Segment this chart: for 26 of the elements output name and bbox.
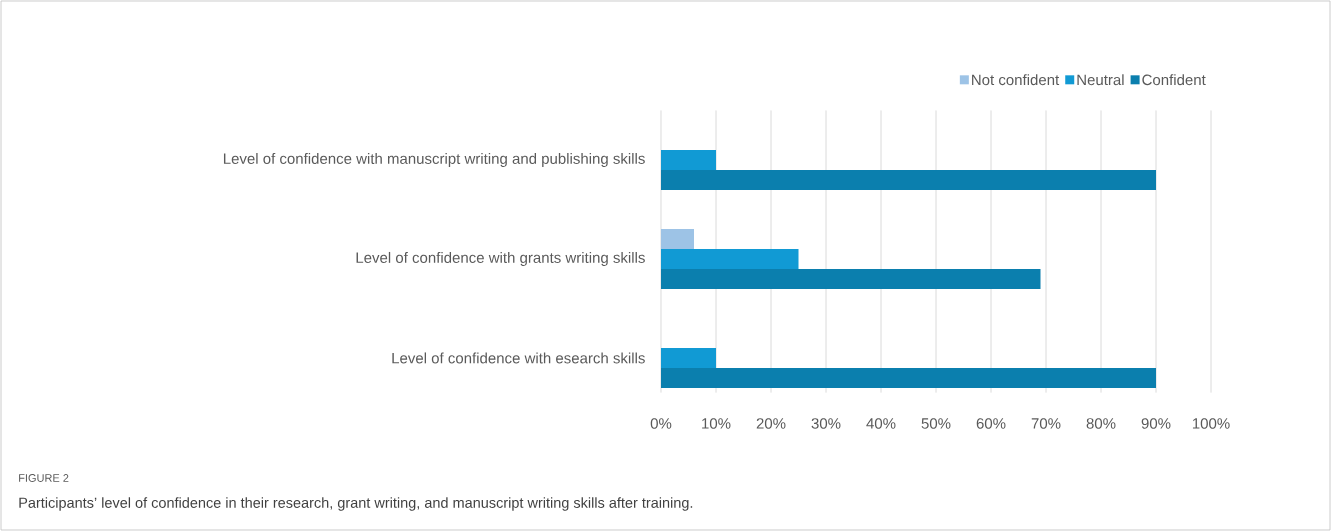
x-tick-label: 90% [1141, 418, 1171, 429]
x-tick-label: 40% [866, 418, 896, 429]
x-tick-label: 100% [1192, 418, 1230, 429]
y-tick-label: Level of confidence with grants writing skills [356, 251, 645, 266]
y-tick-label: Level of confidence with esearch skills [392, 352, 645, 364]
bar [661, 149, 716, 170]
caption: FIGURE 2 [19, 474, 69, 482]
bar [661, 228, 694, 249]
text: Participants’ level of confidence in their research, grant writing, and manuscript writing skills after training. [19, 497, 693, 511]
y-tick-label: Level of confidence with manuscript writing and publishing skills [223, 152, 645, 167]
legend-label: Confident [1142, 74, 1206, 86]
x-tick-label: 30% [811, 418, 841, 429]
x-tick-label: 70% [1031, 418, 1061, 429]
x-tick-label: 60% [976, 418, 1006, 429]
bar [661, 268, 1041, 289]
x-tick-label: 0% [650, 418, 672, 429]
bar [661, 169, 1157, 190]
x-tick-label: 10% [702, 418, 731, 429]
bar [661, 367, 1157, 388]
legend-label: Not confident [972, 74, 1060, 86]
x-tick-label: 80% [1086, 418, 1116, 429]
legend-label: Neutral [1077, 74, 1124, 86]
bar [661, 347, 716, 368]
bar [661, 248, 799, 269]
x-tick-label: 50% [921, 418, 951, 429]
x-tick-label: 20% [756, 418, 786, 429]
